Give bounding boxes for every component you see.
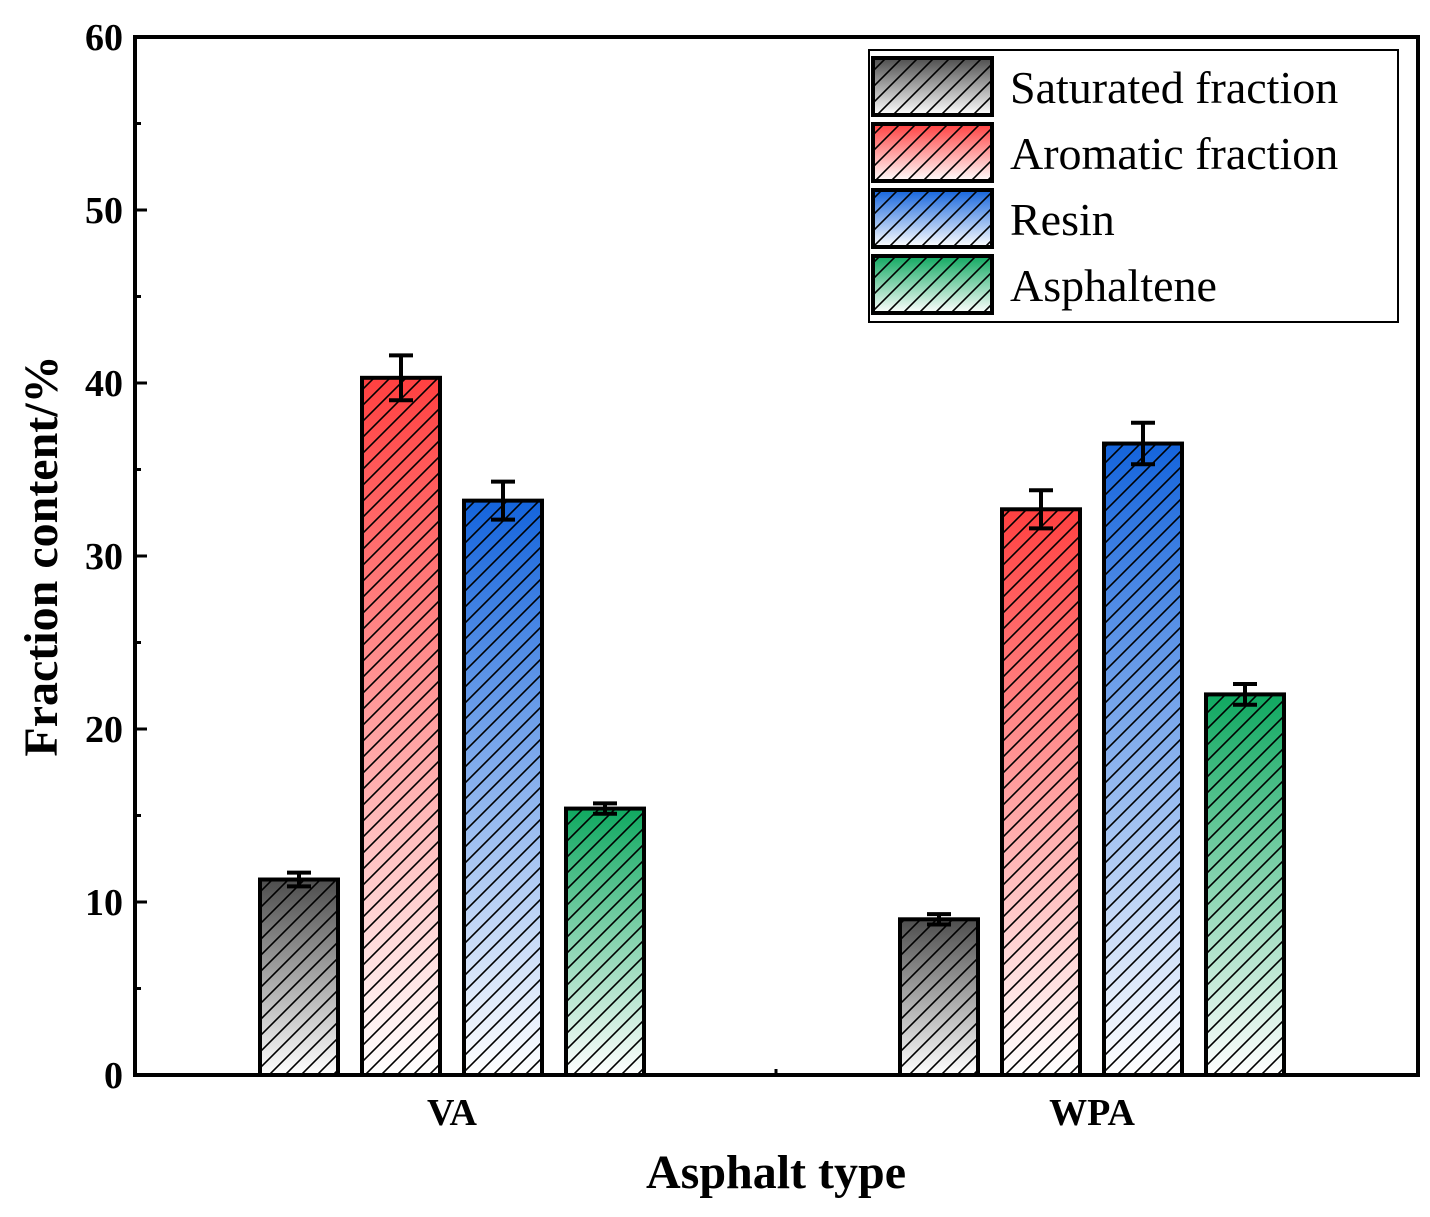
legend: Saturated fraction Aromatic fraction Resin… — [868, 49, 1399, 323]
x-tick-label: VA — [427, 1092, 478, 1134]
x-tick-label: WPA — [1049, 1092, 1135, 1134]
y-tick-label: 60 — [85, 17, 123, 59]
legend-swatch-hatch — [871, 188, 994, 249]
x-axis-title: Asphalt type — [646, 1146, 906, 1199]
legend-label: Aromatic fraction — [1010, 128, 1338, 179]
legend-swatch-hatch — [871, 254, 994, 315]
y-axis-title: Fraction content/% — [15, 355, 68, 756]
legend-label: Asphaltene — [1010, 260, 1217, 311]
bar-hatch — [1102, 441, 1184, 1077]
bar-hatch — [564, 806, 646, 1078]
y-tick-label: 30 — [85, 536, 123, 578]
y-tick-label: 10 — [85, 882, 123, 924]
bar-hatch — [258, 877, 340, 1078]
bar-hatch — [360, 375, 442, 1077]
legend-swatch-hatch — [871, 122, 994, 183]
legend-label: Saturated fraction — [1010, 62, 1338, 113]
bar-hatch — [462, 498, 544, 1077]
legend-swatch-hatch — [871, 56, 994, 117]
y-tick-label: 0 — [104, 1055, 123, 1097]
y-tick-label: 50 — [85, 190, 123, 232]
bar-hatch — [1000, 507, 1082, 1078]
axes-layer: 0 10 20 30 40 50 60 VA WPA — [85, 17, 1135, 1134]
bar-hatch — [1204, 692, 1286, 1078]
legend-label: Resin — [1010, 194, 1115, 245]
y-tick-label: 20 — [85, 709, 123, 751]
bar-hatch — [898, 917, 980, 1077]
y-tick-label: 40 — [85, 363, 123, 405]
bars-layer — [258, 353, 1286, 1078]
